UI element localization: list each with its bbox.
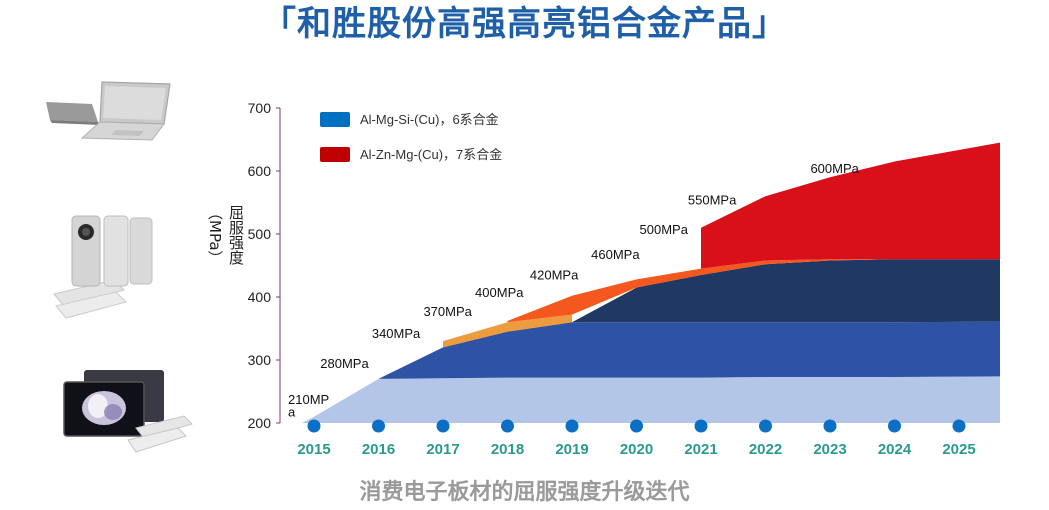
year-marker-2019 [565, 419, 579, 433]
area-series-5 [701, 142, 1000, 269]
x-tick-label-2025: 2025 [942, 441, 975, 458]
legend-label-0: Al-Mg-Si-(Cu)，6系合金 [360, 112, 499, 127]
chart-caption: 消费电子板材的屈服强度升级迭代 [359, 480, 690, 505]
foldable-phone-icon [53, 215, 153, 319]
x-tick-label-2016: 2016 [362, 441, 395, 458]
legend-swatch-0 [320, 112, 350, 127]
strength-label-4: 370MPa [423, 304, 472, 319]
x-tick-label-2021: 2021 [684, 441, 717, 458]
strength-label-9: 550MPa [688, 192, 737, 207]
x-tick-label-2015: 2015 [297, 441, 330, 458]
x-tick-label-2019: 2019 [555, 441, 588, 458]
year-marker-2023 [823, 419, 837, 433]
laptop-icon [46, 81, 171, 141]
y-tick-label-400: 400 [248, 289, 272, 305]
area-series-1 [378, 321, 1000, 379]
year-marker-2017 [436, 419, 450, 433]
strength-label-5: 400MPa [475, 285, 524, 300]
area-series-3 [443, 314, 572, 348]
year-marker-2018 [501, 419, 514, 433]
strength-label-0: 210MP [288, 392, 329, 407]
x-tick-label-2023: 2023 [813, 441, 846, 458]
area-series-4 [507, 259, 1000, 323]
y-axis-unit: （MPa） [206, 205, 224, 266]
y-tick-label-500: 500 [248, 226, 272, 242]
strength-label-3: 340MPa [372, 326, 421, 341]
year-marker-2022 [759, 419, 772, 433]
page-title: 「和胜股份高强高亮铝合金产品」 [262, 4, 787, 44]
y-tick-label-700: 700 [248, 100, 272, 116]
year-marker-2021 [694, 419, 708, 433]
area-series-0 [302, 376, 1000, 423]
year-marker-2024 [888, 419, 901, 433]
strength-label-1: a [288, 405, 296, 420]
year-marker-2020 [630, 419, 643, 433]
x-tick-label-2018: 2018 [491, 441, 524, 458]
strength-label-8: 500MPa [640, 222, 689, 237]
strength-label-7: 460MPa [591, 247, 640, 262]
x-tick-label-2024: 2024 [878, 441, 912, 458]
x-tick-label-2020: 2020 [620, 441, 653, 458]
y-axis-name: 屈服强度 [227, 205, 245, 265]
x-tick-label-2017: 2017 [426, 441, 459, 458]
y-tick-label-200: 200 [248, 415, 272, 431]
y-tick-label-300: 300 [248, 352, 272, 368]
strength-label-2: 280MPa [320, 356, 369, 371]
strength-label-6: 420MPa [530, 267, 579, 282]
tablet-icon [63, 370, 193, 453]
year-marker-2015 [307, 419, 321, 433]
y-axis-label: （MPa） 屈服强度 [205, 205, 249, 295]
year-marker-2016 [372, 419, 385, 433]
y-tick-label-600: 600 [248, 163, 272, 179]
legend-swatch-1 [320, 147, 350, 162]
area-series-2 [572, 259, 1000, 323]
year-marker-2025 [952, 419, 966, 433]
strength-label-10: 600MPa [810, 161, 859, 176]
x-tick-label-2022: 2022 [749, 441, 782, 458]
legend-label-1: Al-Zn-Mg-(Cu)，7系合金 [360, 147, 502, 162]
